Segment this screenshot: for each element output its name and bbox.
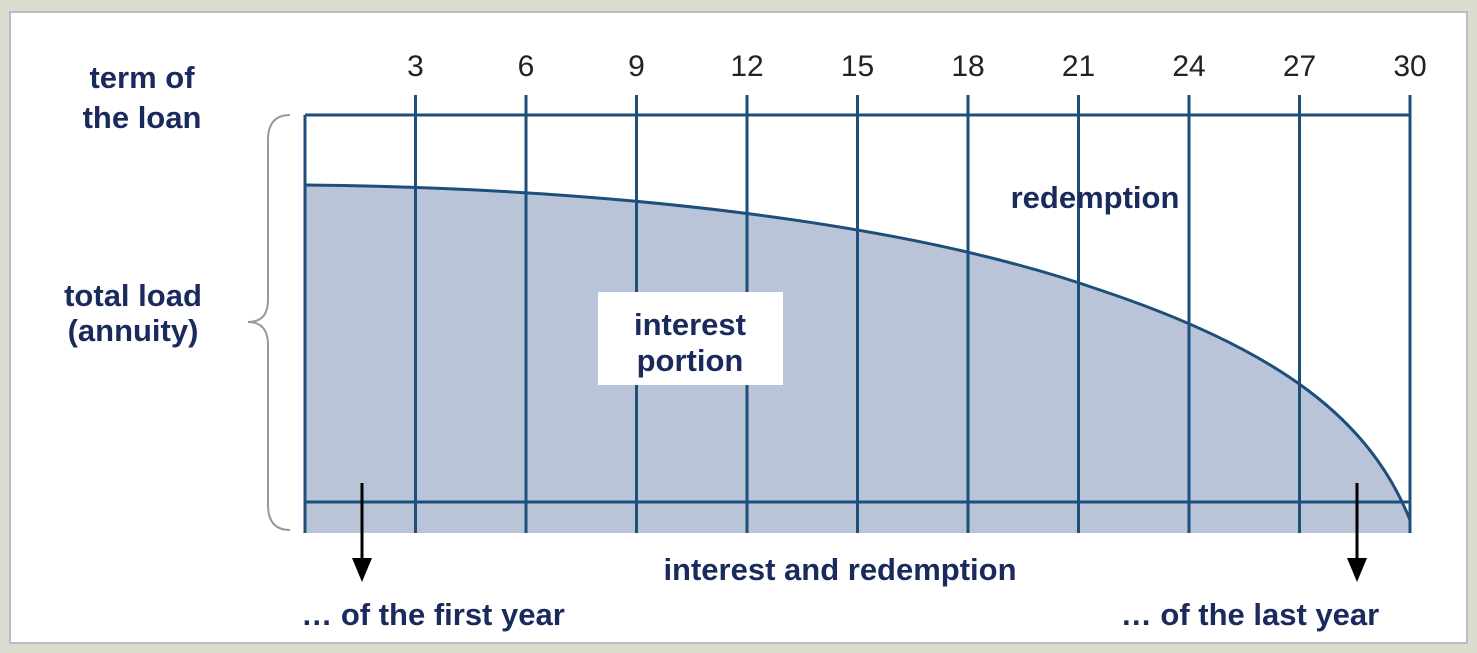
label: redemption	[1011, 180, 1180, 215]
tick-label: 24	[1172, 50, 1205, 83]
label: … of the last year	[1121, 597, 1379, 632]
tick-label: 3	[407, 50, 424, 83]
tick-label: 30	[1393, 50, 1426, 83]
tick-label: 21	[1062, 50, 1095, 83]
tick-label: 6	[518, 50, 535, 83]
tick-label: 27	[1283, 50, 1316, 83]
label: total load	[64, 278, 202, 313]
tick-label: 9	[628, 50, 645, 83]
label: portion	[637, 343, 744, 378]
brace	[247, 114, 291, 531]
label: term of	[89, 60, 195, 95]
arrow-head	[1347, 558, 1367, 582]
label: interest and redemption	[663, 552, 1016, 587]
label: the loan	[83, 100, 202, 135]
label: interest	[634, 307, 746, 342]
tick-label: 15	[841, 50, 874, 83]
label-box	[598, 292, 783, 385]
arrow-head	[352, 558, 372, 582]
tick-label: 12	[730, 50, 763, 83]
label: … of the first year	[301, 597, 565, 632]
tick-label: 18	[951, 50, 984, 83]
curve	[304, 183, 1412, 521]
label: (annuity)	[68, 313, 199, 348]
